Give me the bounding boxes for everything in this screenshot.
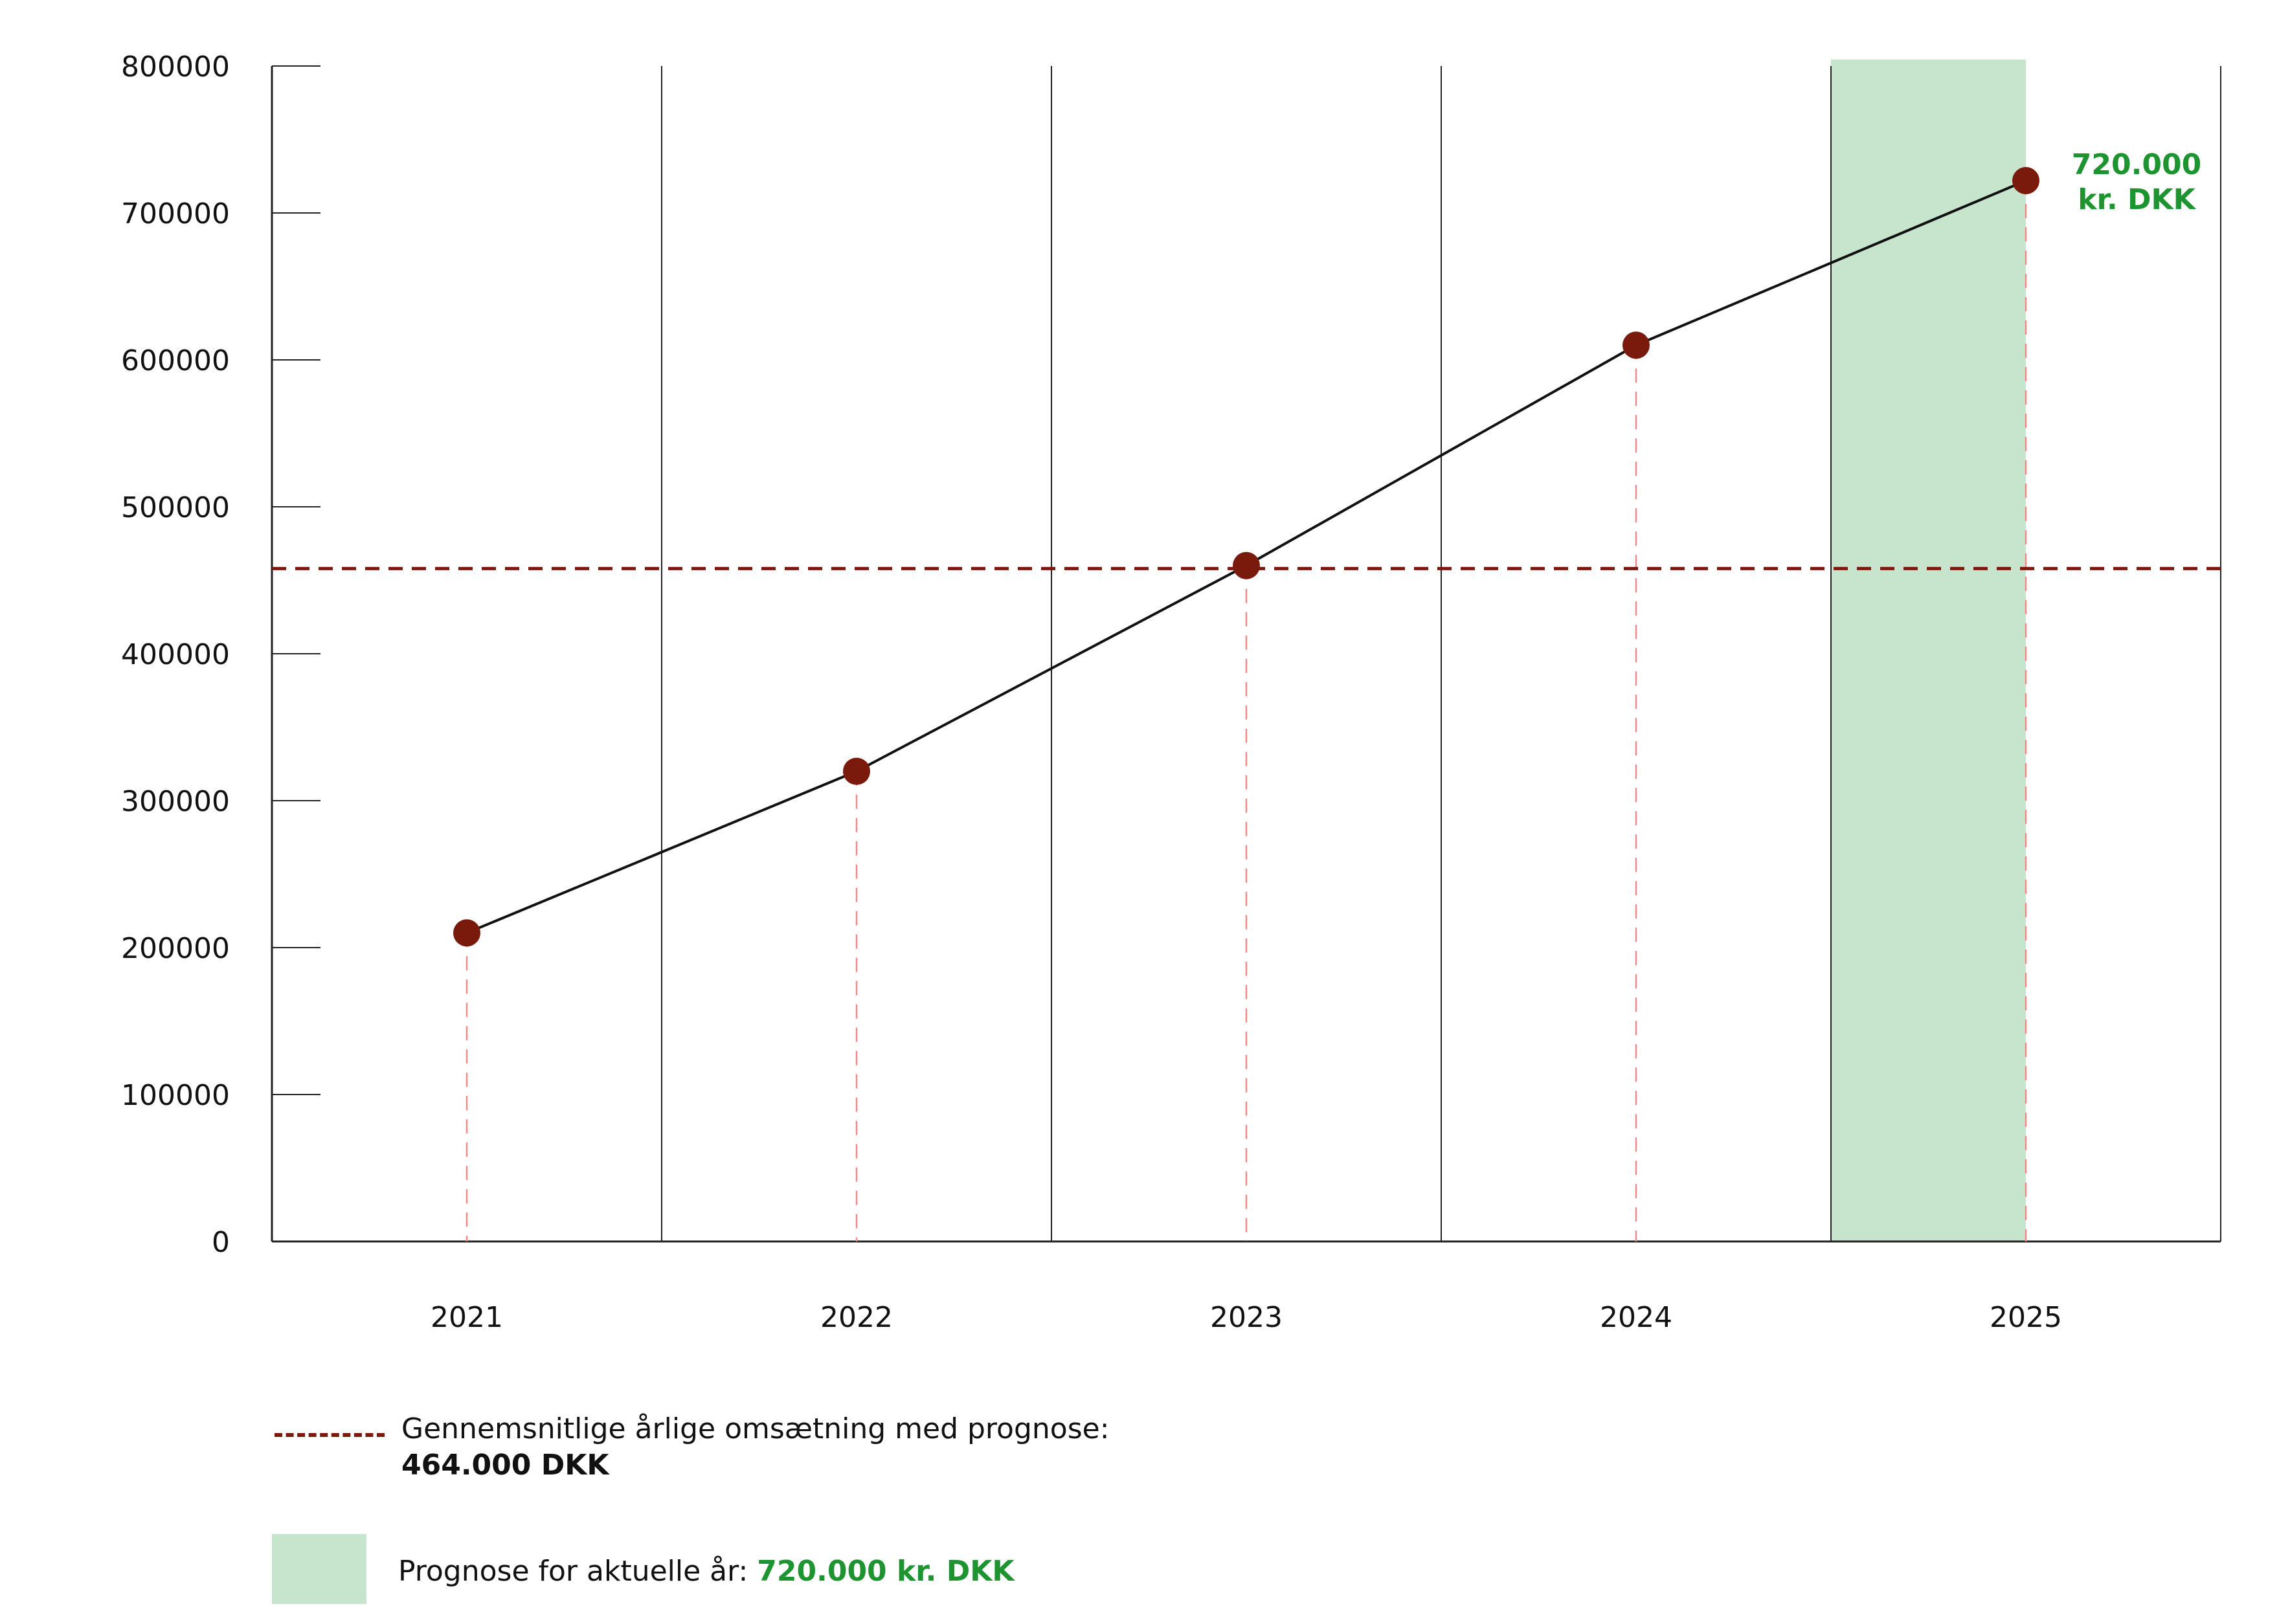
- data-point-2024: [1622, 331, 1650, 359]
- forecast-value-annotation: 720.000 kr. DKK: [2039, 148, 2234, 217]
- legend-average-entry: Gennemsnitlige årlige omsætning med prog…: [272, 1411, 1308, 1482]
- x-tick-label: 2021: [431, 1301, 503, 1334]
- legend-forecast-label: Prognose for aktuelle år:: [398, 1555, 758, 1588]
- annotation-line-2: kr. DKK: [2078, 183, 2195, 216]
- x-tick-label: 2024: [1600, 1301, 1672, 1334]
- y-tick-label: 100000: [121, 1079, 230, 1112]
- y-tick-label: 500000: [121, 491, 230, 524]
- data-point-2022: [843, 757, 870, 785]
- forecast-band-layer: [1831, 60, 2026, 1241]
- series-layer: [453, 167, 2039, 947]
- y-tick-label: 300000: [121, 785, 230, 818]
- legend-forecast-text: Prognose for aktuelle år: 720.000 kr. DK…: [398, 1553, 1014, 1590]
- y-tick-label: 600000: [121, 344, 230, 377]
- legend-average-swatch: [275, 1433, 385, 1437]
- y-tick-label: 400000: [121, 638, 230, 671]
- y-tick-label: 200000: [121, 932, 230, 965]
- y-tick-label: 0: [212, 1226, 230, 1259]
- legend-average-value: 464.000 DKK: [401, 1449, 609, 1482]
- legend-forecast-swatch: [272, 1534, 366, 1604]
- x-tick-label: 2022: [820, 1301, 893, 1334]
- annotation-line-1: 720.000: [2071, 148, 2202, 181]
- data-point-2025: [2012, 167, 2039, 195]
- data-point-2023: [1233, 551, 1260, 579]
- forecast-band: [1831, 60, 2026, 1241]
- legend-forecast-entry: Prognose for aktuelle år: 720.000 kr. DK…: [272, 1534, 1373, 1605]
- legend-forecast-value: 720.000 kr. DKK: [757, 1555, 1015, 1588]
- drop-lines-layer: [466, 181, 2027, 1241]
- y-tick-label: 800000: [121, 50, 230, 83]
- x-tick-label: 2023: [1210, 1301, 1283, 1334]
- legend-average-label: Gennemsnitlige årlige omsætning med prog…: [401, 1412, 1110, 1445]
- data-point-2021: [453, 919, 480, 947]
- y-tick-label: 700000: [121, 197, 230, 230]
- x-tick-label: 2025: [1990, 1301, 2062, 1334]
- legend-average-text: Gennemsnitlige årlige omsætning med prog…: [401, 1411, 1110, 1484]
- tick-labels-layer: 0 100000 200000 300000 400000 500000 600000 700…: [121, 50, 2062, 1334]
